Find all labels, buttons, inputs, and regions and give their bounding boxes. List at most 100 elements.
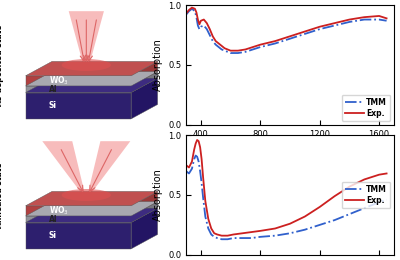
TMM xyxy=(206,227,211,230)
TMM xyxy=(288,232,292,235)
Polygon shape xyxy=(131,202,158,223)
Legend: TMM, Exp.: TMM, Exp. xyxy=(342,182,390,208)
TMM xyxy=(219,238,224,241)
TMM xyxy=(212,235,217,238)
Exp. xyxy=(190,6,194,9)
Exp. xyxy=(213,40,218,43)
TMM xyxy=(222,49,227,52)
Exp. xyxy=(362,16,367,19)
TMM xyxy=(332,219,337,222)
TMM xyxy=(317,223,322,226)
Exp. xyxy=(225,48,230,51)
Exp. xyxy=(362,178,367,181)
TMM xyxy=(194,16,199,19)
Line: TMM: TMM xyxy=(186,155,386,239)
Exp. xyxy=(225,234,230,237)
Exp. xyxy=(184,12,188,15)
Polygon shape xyxy=(131,61,158,86)
Exp. xyxy=(332,22,337,25)
TMM xyxy=(288,37,292,40)
Exp. xyxy=(273,227,278,230)
TMM xyxy=(302,228,307,231)
Polygon shape xyxy=(131,191,158,216)
Exp. xyxy=(377,14,382,17)
Text: Al: Al xyxy=(49,215,57,224)
Exp. xyxy=(186,166,191,169)
Exp. xyxy=(207,28,212,31)
TMM xyxy=(203,215,208,218)
TMM xyxy=(384,198,389,201)
TMM xyxy=(231,237,236,240)
Exp. xyxy=(192,148,196,151)
TMM xyxy=(258,46,263,49)
Exp. xyxy=(196,18,200,21)
TMM xyxy=(273,42,278,45)
Exp. xyxy=(212,232,217,235)
Exp. xyxy=(228,49,233,52)
TMM xyxy=(225,238,230,241)
Polygon shape xyxy=(42,141,86,196)
Text: Si: Si xyxy=(49,101,57,110)
Line: Exp.: Exp. xyxy=(186,8,386,51)
TMM xyxy=(186,172,191,175)
TMM xyxy=(192,158,196,161)
TMM xyxy=(228,51,233,55)
TMM xyxy=(209,233,214,236)
TMM xyxy=(195,155,200,158)
TMM xyxy=(204,28,209,31)
TMM xyxy=(250,48,255,51)
Exp. xyxy=(384,17,389,20)
Text: WO$_3$: WO$_3$ xyxy=(49,205,69,217)
Exp. xyxy=(192,7,197,10)
TMM xyxy=(199,181,204,185)
Exp. xyxy=(302,215,307,218)
Exp. xyxy=(332,195,337,198)
TMM xyxy=(347,20,352,23)
TMM xyxy=(243,50,248,53)
TMM xyxy=(240,237,245,240)
TMM xyxy=(210,40,215,43)
TMM xyxy=(202,24,206,27)
TMM xyxy=(207,34,212,37)
Polygon shape xyxy=(26,208,158,223)
TMM xyxy=(317,28,322,31)
TMM xyxy=(192,10,197,13)
TMM xyxy=(216,46,221,49)
Exp. xyxy=(206,217,211,220)
TMM xyxy=(225,50,230,53)
Exp. xyxy=(197,23,202,26)
Exp. xyxy=(203,199,208,203)
TMM xyxy=(377,201,382,204)
Exp. xyxy=(195,138,200,141)
Exp. xyxy=(199,158,204,161)
TMM xyxy=(219,48,224,51)
TMM xyxy=(236,51,240,55)
Polygon shape xyxy=(131,78,158,119)
Exp. xyxy=(317,205,322,209)
TMM xyxy=(198,25,203,28)
Text: WO$_3$: WO$_3$ xyxy=(49,75,69,87)
Exp. xyxy=(288,35,292,38)
Exp. xyxy=(347,18,352,21)
Exp. xyxy=(209,227,214,230)
Exp. xyxy=(249,231,254,234)
Exp. xyxy=(190,160,194,163)
TMM xyxy=(215,237,220,240)
Polygon shape xyxy=(69,11,104,66)
TMM xyxy=(184,13,188,16)
Text: Si: Si xyxy=(49,231,57,240)
Polygon shape xyxy=(87,141,130,196)
TMM xyxy=(197,28,202,31)
Exp. xyxy=(219,234,224,237)
Polygon shape xyxy=(26,191,158,206)
Exp. xyxy=(198,19,203,22)
TMM xyxy=(186,10,191,13)
Exp. xyxy=(384,172,389,175)
TMM xyxy=(196,24,200,27)
Polygon shape xyxy=(26,206,131,216)
Line: TMM: TMM xyxy=(186,9,386,53)
Text: As-deposited state: As-deposited state xyxy=(0,24,4,106)
Exp. xyxy=(347,185,352,188)
TMM xyxy=(362,18,367,21)
Exp. xyxy=(219,44,224,47)
